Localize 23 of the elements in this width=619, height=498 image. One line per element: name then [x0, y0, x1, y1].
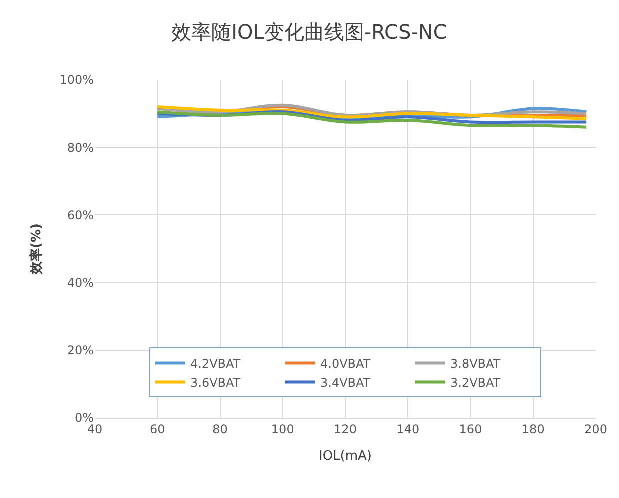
x-tick-label: 60	[150, 422, 166, 436]
x-axis-title: IOL(mA)	[318, 449, 372, 464]
x-tick-label: 140	[396, 422, 420, 436]
x-tick-label: 200	[584, 422, 608, 436]
x-tick-label: 120	[334, 422, 357, 436]
y-tick-label: 80%	[67, 140, 94, 155]
x-tick-label: 180	[522, 422, 545, 436]
legend-label: 3.4VBAT	[320, 376, 372, 390]
y-axis-title: 效率(%)	[28, 224, 45, 276]
legend-label: 4.0VBAT	[320, 356, 372, 371]
y-tick-label: 60%	[67, 208, 94, 222]
x-tick-label: 160	[459, 422, 482, 436]
legend-label: 3.6VBAT	[190, 376, 242, 390]
legend-label: 4.2VBAT	[190, 356, 242, 371]
y-tick-label: 40%	[67, 276, 94, 290]
chart-title: 效率随IOL变化曲线图-RCS-NC	[172, 20, 448, 44]
x-tick-label: 100	[271, 422, 294, 436]
legend-label: 3.8VBAT	[450, 356, 502, 371]
y-tick-label: 20%	[67, 344, 94, 358]
line-series	[156, 110, 588, 129]
legend-label: 3.2VBAT	[450, 376, 502, 390]
x-tick-label: 80	[212, 422, 228, 436]
y-tick-label: 100%	[60, 73, 94, 88]
